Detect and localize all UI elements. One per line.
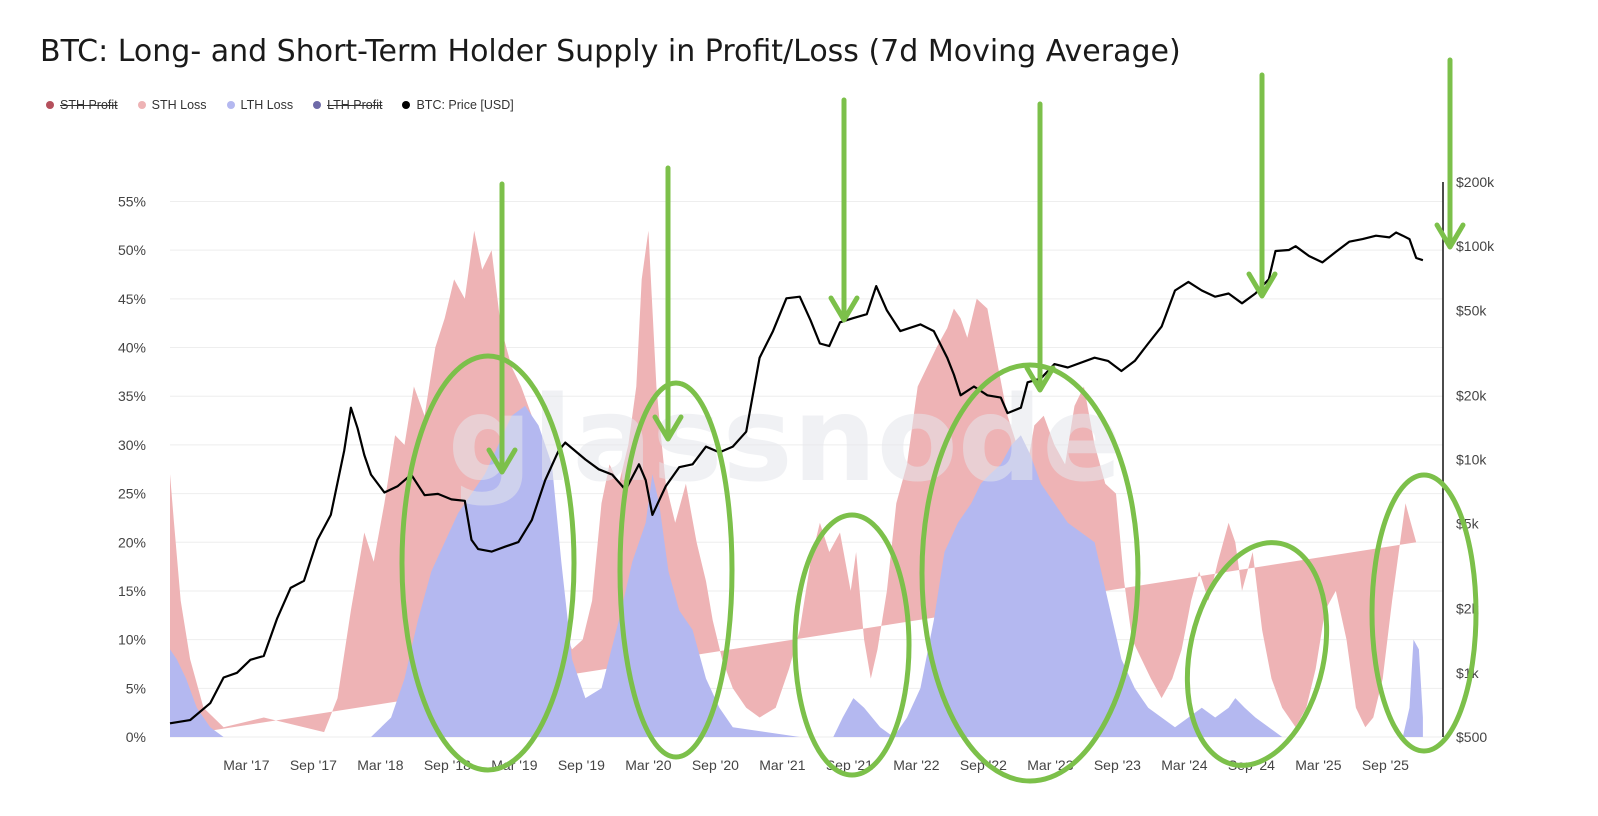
annotation-arrow	[1024, 101, 1056, 393]
right-axis-tick-label: $100k	[1456, 238, 1495, 254]
x-axis-tick-label: Mar '24	[1161, 757, 1207, 773]
x-axis-tick-label: Sep '25	[1362, 757, 1409, 773]
annotation-ellipse	[1184, 540, 1330, 768]
x-axis-tick-label: Mar '25	[1295, 757, 1341, 773]
legend-item-sth-profit[interactable]: STH Profit	[46, 98, 118, 112]
x-axis-tick-label: Sep '19	[558, 757, 605, 773]
legend-label: BTC: Price [USD]	[416, 98, 514, 112]
price-line-layer	[169, 231, 1424, 725]
chart-title: BTC: Long- and Short-Term Holder Supply …	[40, 34, 1181, 69]
annotation-arrow	[486, 181, 518, 475]
legend-item-lth-profit[interactable]: LTH Profit	[313, 98, 382, 112]
legend-dot-lth-loss	[226, 101, 235, 109]
legend-dot-lth-profit	[313, 101, 322, 109]
legend-dot-sth-profit	[46, 101, 54, 109]
x-axis-tick-label: Sep '20	[692, 757, 739, 773]
annotation-arrow	[1246, 72, 1278, 299]
annotation-ellipse	[919, 362, 1141, 784]
area-lth-loss	[170, 405, 1423, 737]
legend-label: STH Profit	[60, 98, 118, 112]
left-axis-tick-label: 0%	[126, 729, 146, 745]
annotation-arrows	[486, 57, 1466, 475]
left-axis-tick-label: 10%	[118, 632, 146, 648]
left-axis-tick-label: 15%	[118, 583, 146, 599]
annotation-ellipse	[617, 380, 735, 760]
x-axis-tick-label: Mar '21	[759, 757, 805, 773]
left-y-axis: 0% 5% 10% 15% 20% 25% 30% 35% 40% 45% 50% 55%	[118, 193, 146, 745]
left-axis-tick-label: 40%	[118, 340, 146, 356]
annotation-ellipse	[1369, 472, 1479, 754]
x-axis-tick-label: Mar '18	[357, 757, 403, 773]
annotation-arrow	[652, 165, 684, 442]
right-axis-tick-label: $500	[1456, 729, 1487, 745]
left-axis-tick-label: 45%	[118, 291, 146, 307]
legend-label: LTH Loss	[240, 98, 294, 112]
right-axis-tick-label: $10k	[1456, 452, 1487, 468]
legend: STH Profit STH Loss LTH Loss LTH Profit …	[46, 98, 514, 112]
legend-item-lth-loss[interactable]: LTH Loss	[226, 98, 294, 112]
x-axis-tick-label: Mar '20	[625, 757, 671, 773]
watermark-text: glassnode	[448, 370, 1123, 508]
legend-dot-btc-price	[402, 101, 411, 109]
right-axis-tick-label: $50k	[1456, 302, 1487, 318]
legend-item-btc-price[interactable]: BTC: Price [USD]	[402, 98, 514, 112]
right-axis-tick-label: $200k	[1456, 174, 1495, 190]
annotation-arrow	[828, 97, 860, 323]
left-axis-tick-label: 50%	[118, 242, 146, 258]
right-axis-tick-label: $20k	[1456, 387, 1487, 403]
watermark-layer: glassnode	[448, 370, 1123, 508]
annotation-ellipse	[399, 353, 577, 773]
left-axis-tick-label: 25%	[118, 486, 146, 502]
x-axis-tick-label: Sep '17	[290, 757, 337, 773]
left-axis-tick-label: 5%	[126, 680, 146, 696]
annotation-ellipse	[792, 512, 912, 778]
annotation-arrow	[1434, 57, 1466, 250]
left-axis-tick-label: 30%	[118, 437, 146, 453]
legend-label: LTH Profit	[327, 98, 383, 112]
x-axis-tick-label: Sep '23	[1094, 757, 1141, 773]
left-axis-tick-label: 35%	[118, 388, 146, 404]
legend-label: STH Loss	[151, 98, 207, 112]
legend-item-sth-loss[interactable]: STH Loss	[137, 98, 207, 112]
left-axis-tick-label: 20%	[118, 534, 146, 550]
legend-dot-sth-loss	[137, 101, 146, 109]
annotation-layer	[399, 353, 1479, 784]
left-axis-tick-label: 55%	[118, 193, 146, 209]
x-axis-tick-label: Mar '17	[223, 757, 269, 773]
btc-price-line	[169, 231, 1424, 725]
x-axis-tick-label: Mar '22	[893, 757, 939, 773]
